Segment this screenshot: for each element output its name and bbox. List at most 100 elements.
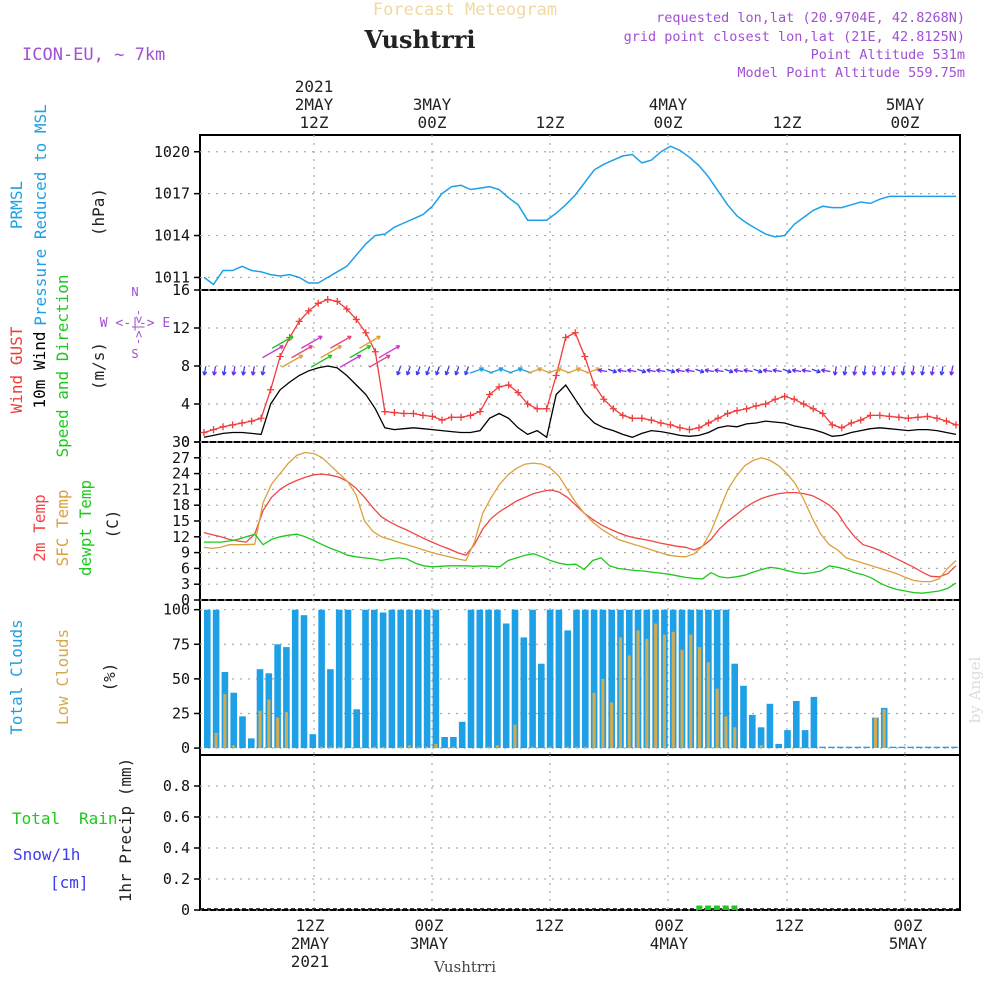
model-point-altitude: Model Point Altitude 559.75m — [737, 65, 965, 81]
wind-gust-marker — [362, 329, 370, 337]
wind-direction-arrow — [444, 366, 450, 376]
wind-gust-marker — [447, 413, 455, 421]
wind-ytick-label: 16 — [172, 281, 190, 299]
precip-labels: Total Rain Snow/1h [cm] 1hr Precip (mm) — [12, 758, 135, 903]
wind-compass-s: S — [131, 347, 138, 361]
wind-gust-marker — [647, 416, 655, 424]
total-cloud-bar — [784, 730, 791, 749]
wind-gust-label: Wind GUST — [7, 326, 26, 413]
wind-gust-marker — [885, 412, 893, 420]
wind-gust-marker — [685, 426, 693, 434]
total-cloud-bar — [353, 709, 360, 749]
low-cloud-bar — [645, 638, 649, 749]
temp-dew-label: dewpt Temp — [76, 480, 95, 576]
pressure-ytick-label: 1011 — [154, 268, 190, 286]
wind-direction-arrow — [842, 366, 848, 376]
wind-gust-marker — [210, 426, 218, 434]
wind-compass-ns: ->|<- — [132, 309, 146, 345]
rain-bar — [705, 905, 712, 910]
wind-direction-arrow — [359, 335, 381, 349]
wind-direction-arrow — [801, 368, 811, 373]
total-cloud-bar — [379, 612, 387, 749]
low-cloud-bar — [654, 623, 658, 749]
total-cloud-bar — [458, 721, 466, 749]
low-cloud-bar — [416, 746, 420, 749]
wind-gust-marker — [609, 405, 617, 413]
wind-gust-marker — [781, 392, 789, 400]
low-cloud-bar — [513, 724, 517, 749]
total-cloud-bar — [362, 609, 369, 749]
wind-direction-arrow — [871, 366, 877, 376]
total-cloud-bar — [546, 609, 554, 749]
low-cloud-bar — [636, 630, 640, 748]
temp-labels: 2m Temp SFC Temp dewpt Temp (C) — [30, 480, 122, 576]
total-cloud-bar — [573, 609, 580, 749]
wind-gust-marker — [200, 429, 208, 436]
wind-direction-arrow — [202, 366, 208, 376]
rain-bar — [696, 905, 703, 910]
total-cloud-bar — [801, 730, 809, 749]
total-cloud-bar — [529, 609, 536, 749]
total-cloud-bar — [933, 746, 941, 749]
total-cloud-bar — [406, 609, 413, 749]
precip-frame — [199, 754, 961, 911]
wind-direction-arrow — [271, 335, 294, 349]
wind-direction-arrow — [378, 345, 401, 359]
low-cloud-bar — [627, 655, 631, 749]
precip-unit: 1hr Precip (mm) — [116, 758, 135, 903]
grid-point-coords: grid point closest lon,lat (21E, 42.8125… — [624, 29, 965, 45]
total-cloud-bar — [502, 623, 510, 749]
low-cloud-bar — [223, 694, 227, 749]
wind-gust-marker — [638, 414, 646, 422]
bottom-tick-a-year: 2021 — [291, 952, 330, 971]
low-cloud-bar — [733, 727, 737, 749]
temp-2m-label: 2m Temp — [30, 494, 49, 561]
total-cloud-bar — [740, 685, 747, 749]
total-cloud-bar — [388, 609, 396, 749]
low-cloud-bar — [706, 662, 710, 749]
bottom-tick-f-hour: 00Z — [894, 916, 923, 935]
total-cloud-bar — [916, 746, 923, 749]
total-cloud-bar — [511, 609, 519, 749]
wind-gust-marker — [895, 413, 903, 421]
cloud-low-label: Low Clouds — [53, 629, 72, 725]
total-cloud-bar — [907, 746, 914, 749]
low-cloud-bar — [566, 746, 570, 749]
wind-gust-marker — [819, 410, 827, 417]
low-cloud-bar — [618, 637, 622, 749]
wind-gust-marker — [229, 421, 237, 429]
wind-direction-arrow — [626, 368, 637, 373]
wind-ytick-label: 8 — [181, 357, 190, 375]
total-cloud-bar — [520, 637, 528, 749]
wind-gust-marker — [533, 405, 541, 413]
total-cloud-bar — [239, 716, 246, 749]
cloud-ytick-label: 100 — [163, 601, 190, 619]
wind-direction-arrow — [733, 368, 744, 373]
wind-gust-marker — [495, 383, 503, 391]
wind-gust-marker — [752, 402, 760, 410]
wind-gust-marker — [600, 395, 608, 403]
precip-ytick-label: 0.4 — [163, 839, 190, 857]
total-cloud-bar — [793, 701, 800, 749]
wind-direction-arrow — [772, 368, 782, 373]
temp-ytick-label: 3 — [181, 575, 190, 593]
wind-direction-arrow — [861, 366, 867, 376]
wind-direction-arrow — [339, 354, 362, 368]
wind-gust-marker — [590, 381, 598, 389]
wind-gust-marker — [581, 353, 589, 360]
wind-direction-arrow — [646, 368, 656, 373]
total-cloud-bar — [415, 609, 422, 749]
wind-gust-marker — [371, 348, 379, 356]
bottom-tick-e-hour: 12Z — [775, 916, 804, 935]
wind-gust-marker — [505, 381, 513, 389]
wind-gust-marker — [952, 421, 960, 429]
wind-gust-marker — [724, 410, 732, 417]
precip-ytick-label: 0.6 — [163, 808, 190, 826]
total-cloud-bar — [309, 734, 317, 748]
model-name: ICON-EU, ~ 7km — [22, 45, 165, 65]
wind-direction-arrow — [435, 366, 440, 376]
low-cloud-bar — [451, 746, 455, 749]
footer-location: Vushtrri — [433, 958, 496, 976]
bottom-time-axis: 12Z 2MAY 2021 00Z 3MAY 12Z 00Z 4MAY 12Z … — [291, 916, 928, 971]
total-cloud-bar — [538, 663, 545, 749]
